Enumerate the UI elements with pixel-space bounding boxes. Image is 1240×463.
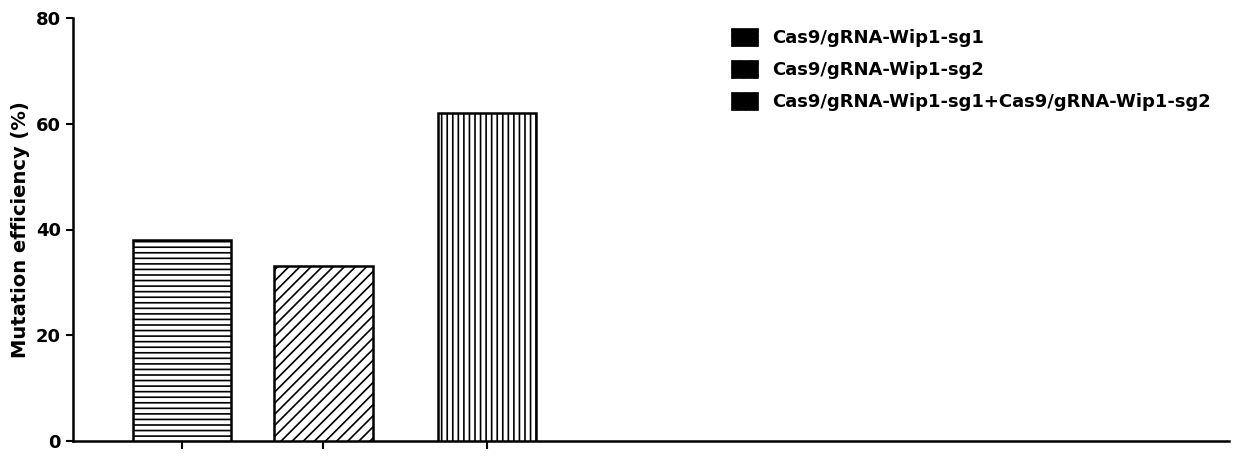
Bar [274,267,372,441]
Y-axis label: Mutation efficiency (%): Mutation efficiency (%) [11,101,30,358]
Bar [438,113,536,441]
Bar [133,240,231,441]
Legend: Cas9/gRNA-Wip1-sg1, Cas9/gRNA-Wip1-sg2, Cas9/gRNA-Wip1-sg1+Cas9/gRNA-Wip1-sg2: Cas9/gRNA-Wip1-sg1, Cas9/gRNA-Wip1-sg2, … [722,19,1220,120]
